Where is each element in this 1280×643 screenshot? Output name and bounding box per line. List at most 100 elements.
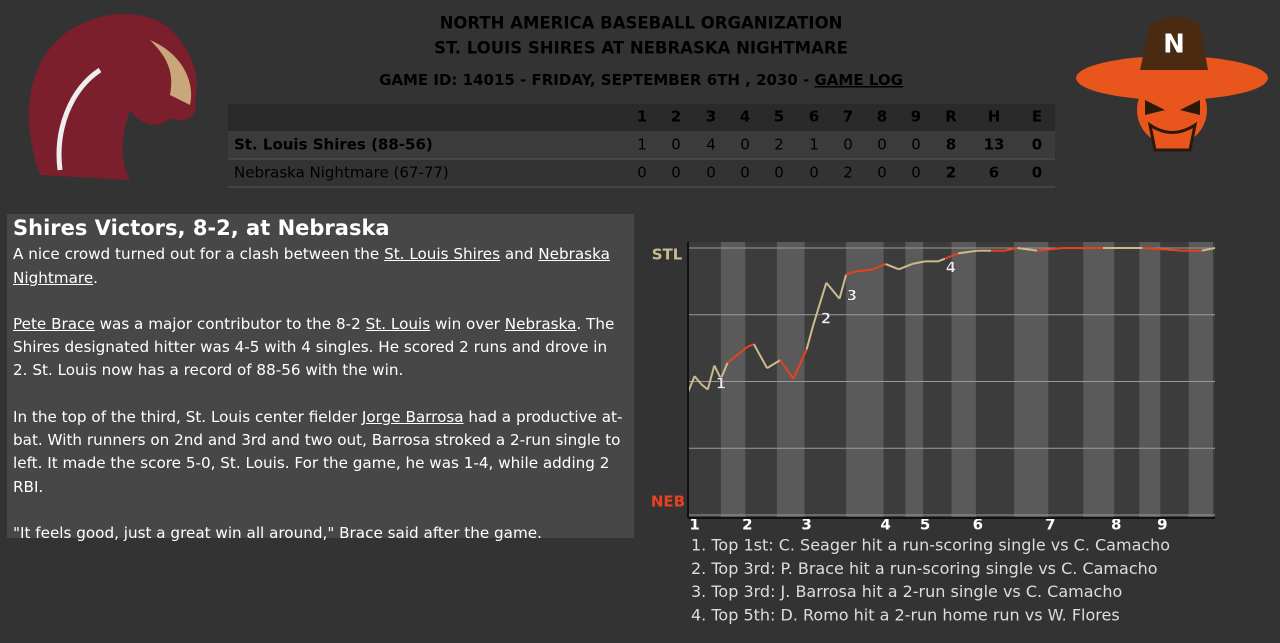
nightmare-logo: N bbox=[1076, 17, 1268, 152]
win-probability-segment bbox=[951, 252, 959, 257]
win-probability-segment bbox=[957, 249, 978, 255]
column-header: 9 bbox=[911, 108, 921, 126]
header-title: NORTH AMERICA BASEBALL ORGANIZATION bbox=[440, 14, 843, 33]
win-probability-segment bbox=[733, 346, 748, 359]
win-probability-segment bbox=[1201, 247, 1216, 252]
x-tick-label: 1 bbox=[689, 516, 699, 534]
column-header: 7 bbox=[843, 108, 853, 126]
score-cell: 0 bbox=[809, 164, 819, 182]
win-probability-segment bbox=[911, 260, 926, 266]
paragraph: "It feels good, just a great win all aro… bbox=[13, 522, 626, 545]
play-note: 3. Top 3rd: J. Barrosa hit a 2-run singl… bbox=[691, 582, 1122, 601]
score-cell: 0 bbox=[1032, 136, 1042, 154]
text: and bbox=[500, 245, 539, 264]
text: "It feels good, just a great win all aro… bbox=[13, 523, 542, 542]
link[interactable]: St. Louis bbox=[365, 314, 431, 333]
paragraph: In the top of the third, St. Louis cente… bbox=[13, 406, 626, 499]
column-header: 1 bbox=[637, 108, 647, 126]
x-tick-label: 3 bbox=[801, 516, 811, 534]
inning-stripe bbox=[846, 242, 884, 518]
score-cell: 0 bbox=[843, 136, 853, 154]
win-probability-segment bbox=[766, 359, 781, 370]
text: A nice crowd turned out for a clash betw… bbox=[13, 245, 385, 264]
score-cell: 0 bbox=[740, 136, 750, 154]
column-header: 5 bbox=[774, 108, 784, 126]
win-probability-segment bbox=[713, 365, 722, 380]
play-note: 4. Top 5th: D. Romo hit a 2-run home run… bbox=[691, 605, 1120, 624]
bottom-label: NEB bbox=[651, 493, 685, 511]
win-probability-segment bbox=[792, 349, 808, 380]
play-annotation: 1 bbox=[716, 375, 726, 393]
column-header: 8 bbox=[877, 108, 887, 126]
text: was a major contributor to the 8-2 bbox=[94, 314, 366, 333]
inning-stripe bbox=[1083, 242, 1115, 518]
score-cell: 13 bbox=[984, 136, 1005, 154]
score-cell: 0 bbox=[774, 164, 784, 182]
linescore-header bbox=[228, 104, 1055, 131]
x-tick-label: 7 bbox=[1045, 516, 1055, 534]
inning-stripe bbox=[1188, 242, 1213, 518]
link[interactable]: Jorge Barrosa bbox=[361, 407, 464, 426]
inning-stripe bbox=[1139, 242, 1161, 518]
score-cell: 1 bbox=[637, 136, 647, 154]
paragraph: Pete Brace was a major contributor to th… bbox=[13, 313, 626, 383]
inning-stripe bbox=[951, 242, 976, 518]
play-note: 1. Top 1st: C. Seager hit a run-scoring … bbox=[691, 536, 1170, 555]
win-probability-segment bbox=[1142, 247, 1183, 252]
win-probability-segment bbox=[752, 343, 768, 369]
game-info: GAME ID: 14015 - FRIDAY, SEPTEMBER 6TH ,… bbox=[379, 71, 903, 89]
win-probability-segment bbox=[812, 303, 821, 326]
win-probability-segment bbox=[1004, 247, 1018, 252]
win-probability-segment bbox=[838, 274, 848, 299]
inning-stripe bbox=[1014, 242, 1049, 518]
win-probability-segment bbox=[726, 356, 735, 364]
game-info-text: GAME ID: 14015 - FRIDAY, SEPTEMBER 6TH ,… bbox=[379, 71, 814, 89]
x-tick-label: 8 bbox=[1111, 516, 1121, 534]
score-cell: 2 bbox=[774, 136, 784, 154]
column-header: 2 bbox=[671, 108, 681, 126]
text: . bbox=[93, 268, 98, 287]
game-log-link[interactable]: GAME LOG bbox=[815, 71, 903, 89]
score-cell: 2 bbox=[843, 164, 853, 182]
play-annotation: 4 bbox=[946, 259, 956, 277]
inning-stripe bbox=[905, 242, 924, 518]
win-probability-segment bbox=[1017, 247, 1038, 252]
inning-stripe bbox=[720, 242, 746, 518]
score-cell: 0 bbox=[911, 136, 921, 154]
inning-stripe bbox=[776, 242, 805, 518]
column-header: 3 bbox=[706, 108, 716, 126]
text: had a productive at-bat. With runners on… bbox=[13, 407, 623, 496]
top-label: STL bbox=[652, 246, 683, 264]
article: Shires Victors, 8-2, at Nebraska A nice c… bbox=[7, 214, 634, 542]
win-probability-segment bbox=[845, 271, 854, 276]
score-cell: 0 bbox=[1032, 164, 1042, 182]
win-probability-segment bbox=[687, 375, 696, 393]
score-cell: 0 bbox=[877, 164, 887, 182]
link[interactable]: Pete Brace bbox=[13, 314, 95, 333]
win-probability-segment bbox=[746, 343, 755, 348]
score-cell: 2 bbox=[946, 164, 956, 182]
column-header: E bbox=[1032, 108, 1042, 126]
win-probability-segment bbox=[779, 359, 795, 380]
score-cell: 0 bbox=[911, 164, 921, 182]
link[interactable]: Nebraska Nightmare bbox=[13, 245, 610, 287]
win-probability-segment bbox=[937, 257, 946, 263]
link[interactable]: St. Louis Shires bbox=[384, 245, 501, 264]
x-tick-label: 9 bbox=[1157, 516, 1167, 534]
win-probability-segment bbox=[872, 263, 887, 271]
play-note: 2. Top 3rd: P. Brace hit a run-scoring s… bbox=[691, 559, 1158, 578]
play-annotation: 2 bbox=[821, 310, 831, 328]
team-name: St. Louis Shires (88-56) bbox=[234, 136, 433, 154]
win-probability-segment bbox=[825, 282, 834, 292]
linescore: 1 2 3 4 5 6 7 8 9 R H E St. Louis Shires (88-56) 1 0 4 0… bbox=[234, 108, 1042, 182]
header-matchup: ST. LOUIS SHIRES AT NEBRASKA NIGHTMARE bbox=[434, 39, 848, 58]
win-probability-segment bbox=[885, 263, 900, 271]
link[interactable]: Nebraska bbox=[504, 314, 577, 333]
win-probability-segment bbox=[818, 282, 828, 305]
score-cell: 0 bbox=[877, 136, 887, 154]
text: win over bbox=[430, 314, 505, 333]
score-cell: 0 bbox=[671, 136, 681, 154]
text: In the top of the third, St. Louis cente… bbox=[13, 407, 362, 426]
